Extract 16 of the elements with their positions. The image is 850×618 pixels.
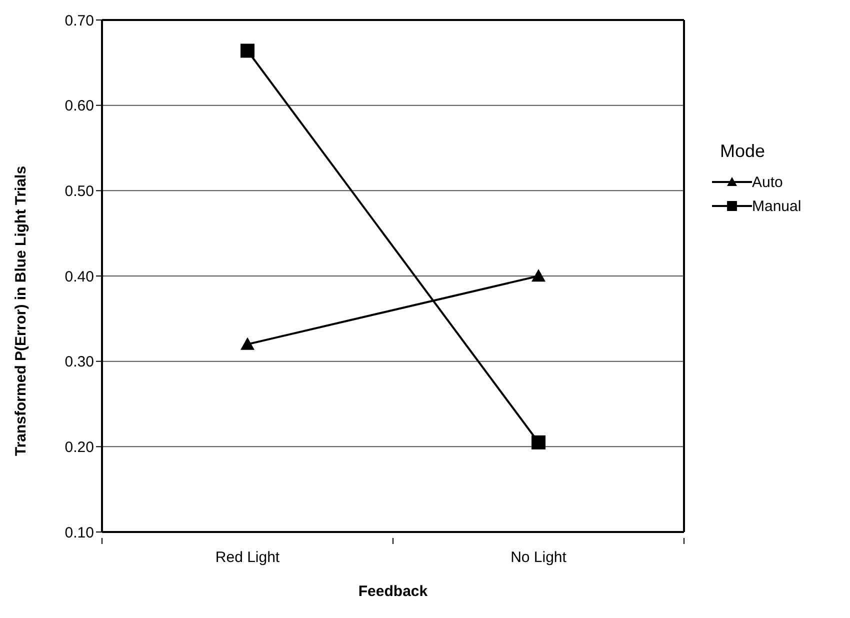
x-tick-label: Red Light bbox=[215, 549, 280, 566]
point bbox=[532, 435, 546, 450]
y-tick-label: 0.20 bbox=[64, 438, 94, 456]
y-tick-label: 0.60 bbox=[64, 98, 94, 115]
y-tick-label: 0.10 bbox=[64, 524, 94, 542]
y-tick-label: 0.40 bbox=[64, 268, 94, 286]
legend-label: Manual bbox=[752, 198, 802, 214]
y-tick-label: 0.70 bbox=[64, 12, 94, 30]
x-tick-label: No Light bbox=[510, 549, 568, 566]
legend-title: Mode bbox=[720, 141, 766, 162]
y-tick-label: 0.50 bbox=[64, 182, 94, 200]
y-tick-label: 0.30 bbox=[64, 354, 94, 371]
point bbox=[240, 44, 254, 58]
y-axis-title: Transformed P(Error) in Blue Light Trials bbox=[12, 166, 30, 456]
x-axis-title: Feedback bbox=[358, 583, 428, 600]
legend-label: Auto bbox=[752, 174, 783, 190]
